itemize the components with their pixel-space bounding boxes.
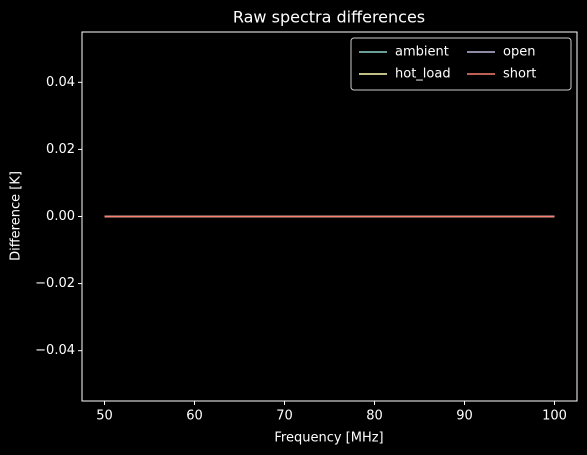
legend-label: short <box>503 67 536 82</box>
legend-label: open <box>503 45 535 60</box>
y-tick-label: −0.04 <box>35 343 75 358</box>
x-tick-label: 100 <box>542 409 567 424</box>
y-tick-label: 0.02 <box>46 142 75 157</box>
x-tick-label: 70 <box>276 409 293 424</box>
y-tick-label: 0.04 <box>46 75 75 90</box>
y-tick-label: −0.02 <box>35 276 75 291</box>
x-tick-label: 80 <box>366 409 383 424</box>
x-axis-label: Frequency [MHz] <box>274 431 383 446</box>
legend-box <box>350 37 572 91</box>
x-tick-label: 90 <box>456 409 473 424</box>
legend-label: ambient <box>395 45 449 60</box>
legend-label: hot_load <box>395 67 451 82</box>
y-tick-label: 0.00 <box>46 209 75 224</box>
x-tick-label: 60 <box>186 409 203 424</box>
y-axis-label: Difference [K] <box>9 171 24 261</box>
chart-title: Raw spectra differences <box>233 8 425 27</box>
x-tick-label: 50 <box>96 409 113 424</box>
